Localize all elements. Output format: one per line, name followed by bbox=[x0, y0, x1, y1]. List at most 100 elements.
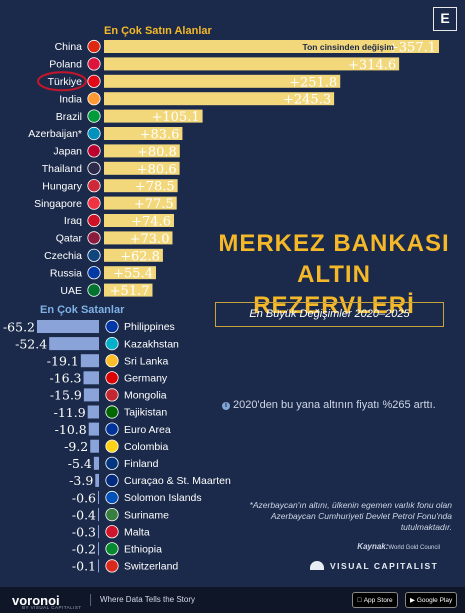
seller-bar-sri-lanka bbox=[80, 354, 99, 368]
flag-iraq-icon bbox=[87, 213, 101, 228]
buyer-label-uae: UAE bbox=[60, 285, 82, 297]
buyer-value-czechia: +62.8 bbox=[120, 249, 160, 264]
flag-malta-icon bbox=[105, 525, 119, 539]
flag-curacao-st-maarten-icon bbox=[105, 473, 119, 487]
buyer-bar-brazil bbox=[104, 109, 203, 123]
flag-thailand-icon bbox=[87, 161, 101, 175]
buyer-label-hungary: Hungary bbox=[42, 180, 82, 192]
buyer-bar-poland bbox=[104, 57, 400, 71]
seller-bar-tajikistan bbox=[87, 405, 99, 419]
flag-russia-icon bbox=[87, 266, 101, 280]
seller-value-switzerland: -0.1 bbox=[72, 559, 96, 574]
flag-azerbaijan-icon bbox=[87, 126, 101, 141]
seller-value-germany: -16.3 bbox=[49, 371, 81, 386]
highlight-ring bbox=[37, 71, 87, 92]
buyer-bar-czechia bbox=[104, 248, 163, 262]
flag-brazil-icon bbox=[87, 109, 101, 123]
app-store-label: App Store bbox=[357, 597, 393, 604]
seller-label-kazakhstan: Kazakhstan bbox=[124, 338, 179, 350]
flag-china-icon bbox=[87, 39, 101, 54]
seller-label-sri-lanka: Sri Lanka bbox=[124, 355, 169, 367]
buyer-label-turkiye: Türkiye bbox=[48, 76, 83, 88]
info-icon: i bbox=[222, 402, 230, 410]
buyer-bar-iraq bbox=[104, 214, 174, 227]
buyer-bar-qatar bbox=[104, 231, 173, 245]
page-subtitle: En Büyük Değişimler 2020–2025 bbox=[215, 302, 444, 327]
flag-tajikistan-icon bbox=[105, 405, 119, 419]
tagline: Where Data Tells the Story bbox=[100, 595, 196, 604]
seller-value-kazakhstan: -52.4 bbox=[15, 336, 47, 351]
flag-germany-icon bbox=[105, 371, 119, 385]
buyer-bar-india bbox=[104, 92, 335, 106]
google-play-label: Google Play bbox=[416, 597, 453, 604]
buyer-bar-turkiye bbox=[104, 74, 341, 88]
seller-value-ethiopia: -0.2 bbox=[72, 542, 96, 557]
source-label: Kaynak: bbox=[357, 542, 389, 551]
buyer-label-singapore: Singapore bbox=[34, 198, 82, 210]
footer-divider bbox=[90, 594, 91, 606]
flag-india-icon bbox=[87, 92, 101, 106]
buyer-value-russia: +55.4 bbox=[113, 267, 153, 282]
seller-value-suriname: -0.4 bbox=[72, 507, 96, 522]
brand-badge: E bbox=[433, 7, 457, 31]
app-store-button[interactable]:  App Store bbox=[352, 592, 398, 608]
flag-poland-icon bbox=[87, 57, 101, 71]
seller-value-tajikistan: -11.9 bbox=[54, 405, 86, 420]
buyer-value-turkiye: +251.8 bbox=[289, 75, 337, 90]
flag-sri-lanka-icon bbox=[105, 354, 119, 368]
info-note: i 2020'den bu yana altının fiyatı %265 ar… bbox=[222, 398, 452, 412]
buyer-value-poland: +314.6 bbox=[348, 58, 396, 73]
buyer-bar-uae bbox=[104, 283, 153, 297]
unit-label: Ton cinsinden değişim bbox=[303, 42, 395, 52]
seller-value-colombia: -9.2 bbox=[64, 439, 88, 454]
google-play-button[interactable]: ▶ Google Play bbox=[405, 592, 458, 608]
flag-hungary-icon bbox=[87, 179, 101, 193]
footnote: *Azerbaycan'ın altını, ülkenin egemen va… bbox=[249, 500, 452, 532]
buyer-value-india: +245.3 bbox=[283, 93, 331, 108]
seller-label-mongolia: Mongolia bbox=[124, 390, 167, 402]
seller-bar-colombia bbox=[90, 439, 99, 453]
visual-capitalist-logo: VISUAL CAPITALIST bbox=[310, 561, 460, 571]
footer: voronoi BY VISUAL CAPITALIST Where Data … bbox=[0, 587, 465, 613]
seller-label-curacao-st-maarten: Curaçao & St. Maarten bbox=[124, 475, 231, 487]
seller-bar-mongolia bbox=[83, 388, 99, 402]
seller-label-philippines: Philippines bbox=[124, 321, 175, 333]
seller-bar-philippines bbox=[37, 320, 99, 333]
flag-mongolia-icon bbox=[105, 388, 119, 402]
buyer-label-india: India bbox=[59, 93, 82, 105]
seller-value-sri-lanka: -19.1 bbox=[47, 354, 79, 369]
seller-label-colombia: Colombia bbox=[124, 441, 169, 453]
buyer-label-brazil: Brazil bbox=[56, 111, 82, 123]
flag-singapore-icon bbox=[87, 196, 101, 210]
flag-japan-icon bbox=[87, 144, 101, 158]
buyer-bar-singapore bbox=[104, 196, 177, 210]
buyer-value-china: +357.1 bbox=[388, 41, 436, 56]
seller-label-ethiopia: Ethiopia bbox=[124, 544, 162, 556]
buyer-bar-azerbaijan bbox=[104, 127, 183, 140]
buyer-label-iraq: Iraq bbox=[64, 215, 82, 227]
apple-icon:  bbox=[357, 597, 362, 604]
vc-wordmark: VISUAL CAPITALIST bbox=[330, 561, 439, 571]
seller-label-euro-area: Euro Area bbox=[124, 424, 171, 436]
buyer-bar-china bbox=[104, 40, 439, 53]
flag-uae-icon bbox=[87, 283, 101, 297]
seller-label-germany: Germany bbox=[124, 373, 168, 385]
flag-solomon-islands-icon bbox=[105, 490, 119, 505]
buyers-title: En Çok Satın Alanlar bbox=[104, 25, 213, 37]
seller-bar-ethiopia bbox=[98, 542, 99, 556]
seller-bar-curacao-st-maarten bbox=[95, 473, 99, 487]
buyer-value-azerbaijan: +83.6 bbox=[140, 128, 180, 143]
seller-bar-solomon-islands bbox=[98, 491, 99, 504]
seller-value-finland: -5.4 bbox=[68, 456, 92, 471]
source: Kaynak:World Gold Council bbox=[240, 542, 440, 551]
flag-qatar-icon bbox=[87, 231, 101, 245]
flag-ethiopia-icon bbox=[105, 542, 119, 556]
seller-label-malta: Malta bbox=[124, 526, 150, 538]
buyer-bar-russia bbox=[104, 266, 156, 280]
seller-bar-euro-area bbox=[88, 422, 99, 436]
seller-label-solomon-islands: Solomon Islands bbox=[124, 492, 202, 504]
flag-czechia-icon bbox=[87, 248, 101, 262]
buyer-label-qatar: Qatar bbox=[56, 233, 83, 245]
seller-label-finland: Finland bbox=[124, 458, 159, 470]
